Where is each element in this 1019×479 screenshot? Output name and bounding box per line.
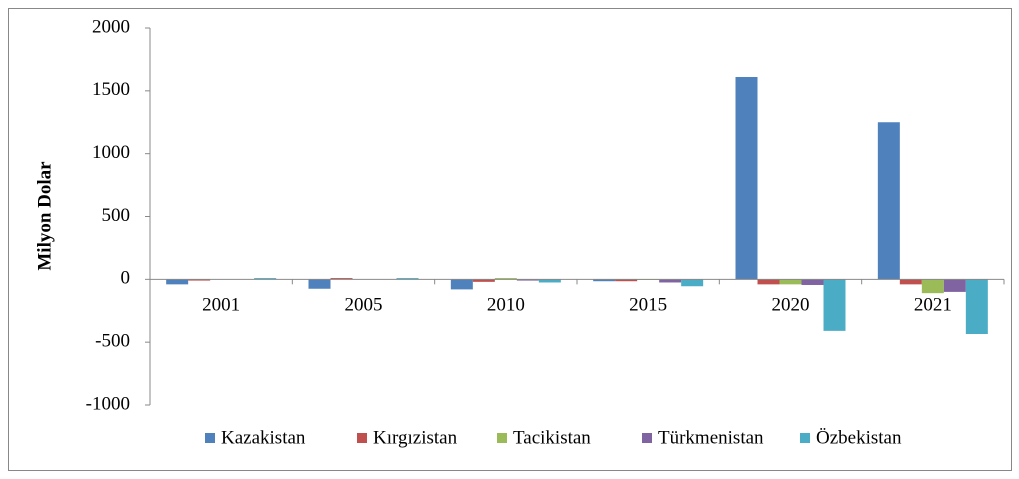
bar xyxy=(450,279,473,290)
x-tick-label: 2015 xyxy=(629,295,667,316)
y-tick-label: 1000 xyxy=(92,142,130,163)
x-tick-label: 2005 xyxy=(345,295,383,316)
legend-label: Türkmenistan xyxy=(658,427,764,448)
legend-swatch xyxy=(642,433,652,443)
bar xyxy=(593,279,616,282)
bar xyxy=(681,279,704,287)
legend-label: Özbekistan xyxy=(816,427,902,448)
chart-border xyxy=(8,8,1012,471)
bar xyxy=(801,279,824,285)
y-tick-label: 500 xyxy=(102,205,131,226)
bar xyxy=(823,279,846,331)
bar xyxy=(735,77,758,280)
bar xyxy=(516,279,539,281)
legend-swatch xyxy=(205,433,215,443)
legend-label: Tacikistan xyxy=(513,427,591,448)
bar xyxy=(659,279,682,283)
legend-swatch xyxy=(800,433,810,443)
y-tick-label: 1500 xyxy=(92,79,130,100)
x-tick-label: 2001 xyxy=(202,295,240,316)
bar xyxy=(330,278,353,280)
bar xyxy=(538,279,561,283)
bar xyxy=(396,278,419,280)
bar xyxy=(166,279,189,285)
bar xyxy=(921,279,944,294)
bar xyxy=(757,279,780,285)
bar xyxy=(308,279,331,289)
bar xyxy=(943,279,966,292)
legend-label: Kırgızistan xyxy=(373,427,458,448)
bar xyxy=(472,279,495,282)
bar xyxy=(965,279,988,334)
y-tick-label: -500 xyxy=(95,331,130,352)
legend-label: Kazakistan xyxy=(221,427,306,448)
y-axis-label: Milyon Dolar xyxy=(34,161,55,271)
bar xyxy=(899,279,922,285)
bar xyxy=(494,278,517,280)
bar xyxy=(254,278,277,280)
x-tick-label: 2020 xyxy=(772,295,810,316)
x-tick-label: 2021 xyxy=(914,295,952,316)
bar xyxy=(779,279,802,285)
legend-swatch xyxy=(497,433,507,443)
y-tick-label: -1000 xyxy=(86,393,130,414)
legend-swatch xyxy=(357,433,367,443)
y-tick-label: 0 xyxy=(121,268,131,289)
y-tick-label: 2000 xyxy=(92,16,130,37)
bar xyxy=(877,122,900,280)
x-tick-label: 2010 xyxy=(487,295,525,316)
bar xyxy=(188,279,211,281)
bar xyxy=(615,279,638,282)
